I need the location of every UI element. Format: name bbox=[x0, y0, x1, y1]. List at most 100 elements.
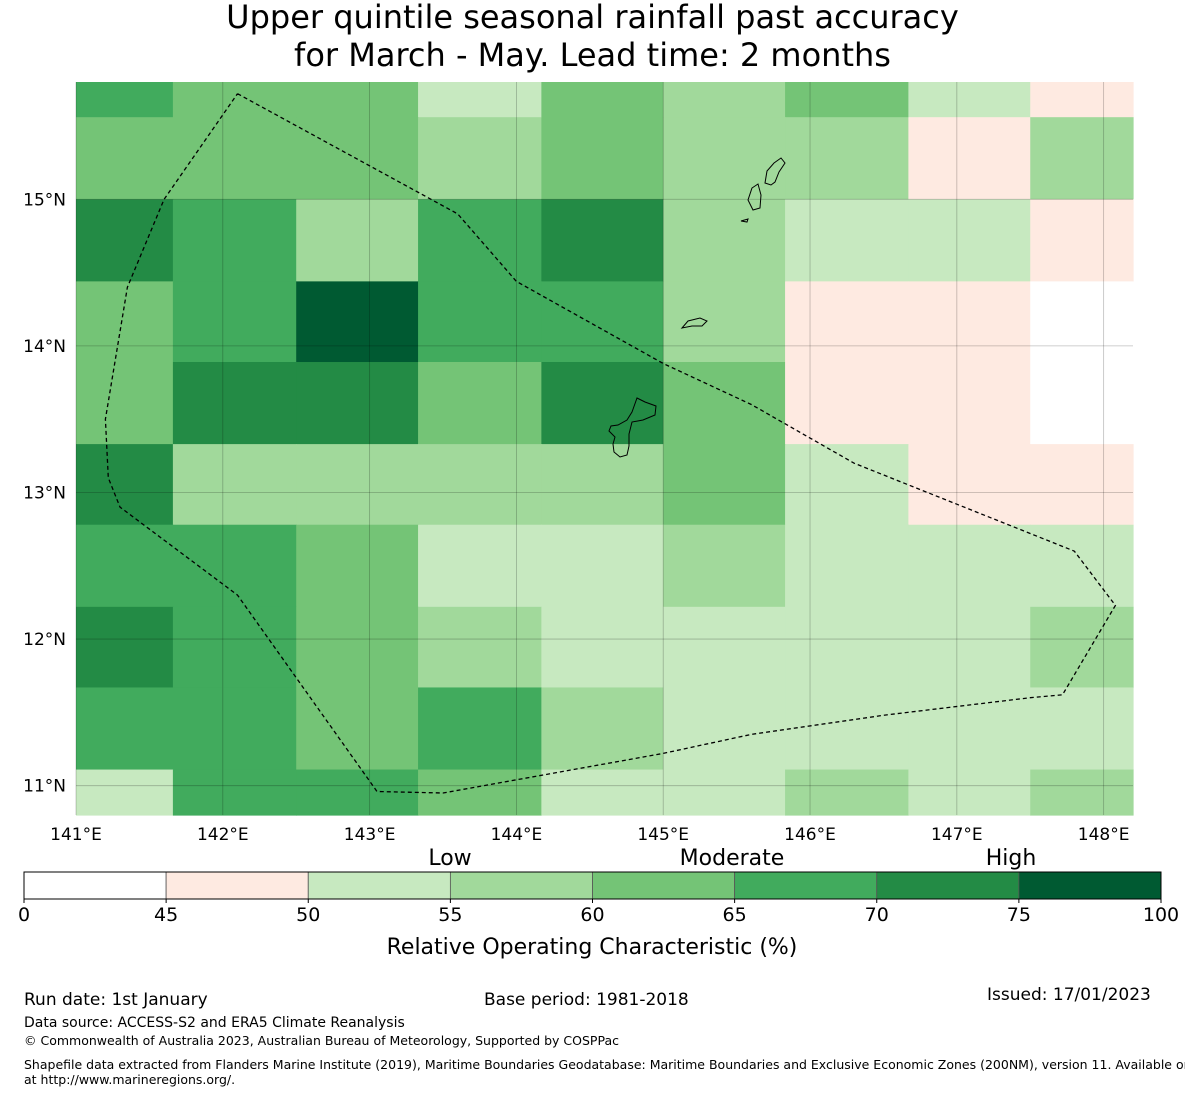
legend-category-low: Low bbox=[428, 846, 471, 871]
grid-cell bbox=[541, 117, 664, 200]
base-period: Base period: 1981-2018 bbox=[484, 990, 689, 1010]
grid-cells bbox=[76, 82, 1134, 816]
y-tick-label: 13°N bbox=[23, 483, 66, 503]
grid-cell bbox=[418, 687, 542, 771]
colorbar-tick-label: 0 bbox=[18, 904, 30, 926]
grid-cell bbox=[172, 687, 297, 771]
grid-cell bbox=[908, 524, 1031, 608]
colorbar-tick-label: 75 bbox=[1007, 904, 1031, 926]
grid-cell bbox=[76, 362, 174, 445]
grid-cell bbox=[1030, 606, 1134, 689]
grid-cell bbox=[1030, 117, 1134, 200]
grid-cell bbox=[296, 524, 419, 608]
grid-cell bbox=[908, 444, 1031, 526]
grid-cell bbox=[908, 281, 1031, 363]
grid-cell bbox=[1030, 82, 1134, 118]
grid-cell bbox=[76, 687, 174, 771]
grid-cell bbox=[541, 606, 664, 689]
data-source: Data source: ACCESS-S2 and ERA5 Climate … bbox=[24, 1015, 405, 1031]
grid-cell bbox=[541, 82, 664, 118]
x-tick-label: 148°E bbox=[1078, 825, 1130, 845]
shapefile-credit-line-2: at http://www.marineregions.org/. bbox=[24, 1072, 236, 1087]
grid-cell bbox=[172, 82, 297, 118]
colorbar-axis-label: Relative Operating Characteristic (%) bbox=[387, 935, 798, 960]
x-tick-label: 146°E bbox=[784, 825, 836, 845]
island-saipan bbox=[747, 183, 762, 211]
copyright: © Commonwealth of Australia 2023, Austra… bbox=[24, 1033, 619, 1048]
grid-cell bbox=[785, 444, 909, 526]
grid-cell bbox=[418, 281, 542, 363]
grid-cell bbox=[172, 524, 297, 608]
colorbar-tick-label: 70 bbox=[865, 904, 889, 926]
x-tick-label: 143°E bbox=[344, 825, 396, 845]
grid-cell bbox=[785, 687, 909, 771]
grid-cell bbox=[76, 524, 174, 608]
grid-cell bbox=[541, 687, 664, 771]
chart-title-line-1: Upper quintile seasonal rainfall past ac… bbox=[226, 0, 959, 36]
colorbar-bin bbox=[307, 871, 451, 900]
colorbar-tick-label: 55 bbox=[438, 904, 462, 926]
colorbar-tick-label: 100 bbox=[1143, 904, 1179, 926]
grid-cell bbox=[663, 281, 786, 363]
island-rota bbox=[680, 317, 708, 329]
x-tick-label: 144°E bbox=[491, 825, 543, 845]
grid-cell bbox=[908, 117, 1031, 200]
grid-cell bbox=[663, 524, 786, 608]
grid-cell bbox=[296, 687, 419, 771]
y-tick-label: 11°N bbox=[23, 777, 66, 797]
colorbar-bin bbox=[592, 871, 736, 900]
grid-cell bbox=[418, 606, 542, 689]
grid-cell bbox=[541, 362, 664, 445]
grid-cell bbox=[1030, 524, 1134, 608]
grid-cell bbox=[1030, 281, 1134, 363]
colorbar-bin bbox=[734, 871, 878, 900]
grid-cell bbox=[418, 524, 542, 608]
grid-cell bbox=[908, 769, 1031, 816]
grid-cell bbox=[418, 82, 542, 118]
grid-cell bbox=[908, 687, 1031, 771]
grid-cell bbox=[1030, 444, 1134, 526]
colorbar-tick-label: 45 bbox=[154, 904, 178, 926]
grid-cell bbox=[1030, 687, 1134, 771]
grid-cell bbox=[663, 117, 786, 200]
grid-cell bbox=[418, 444, 542, 526]
grid-cell bbox=[172, 117, 297, 200]
grid-cell bbox=[172, 606, 297, 689]
grid-cell bbox=[541, 524, 664, 608]
x-tick-label: 145°E bbox=[637, 825, 689, 845]
island-guam bbox=[608, 397, 657, 458]
x-tick-label: 142°E bbox=[197, 825, 249, 845]
grid-cell bbox=[541, 444, 664, 526]
island-saipan-north bbox=[764, 157, 786, 186]
legend-category-moderate: Moderate bbox=[680, 846, 785, 871]
grid-cell bbox=[1030, 199, 1134, 282]
grid-cell bbox=[418, 362, 542, 445]
colorbar-bin bbox=[876, 871, 1020, 900]
grid-cell bbox=[908, 199, 1031, 282]
grid-cell bbox=[296, 281, 419, 363]
map-axis-labels: 141°E 142°E 143°E 144°E 145°E 146°E 147°E 148°E… bbox=[23, 190, 1129, 845]
grid-cell bbox=[172, 444, 297, 526]
grid-cell bbox=[76, 199, 174, 282]
grid-cell bbox=[76, 82, 174, 118]
colorbar-bin bbox=[1018, 871, 1162, 900]
grid-cell bbox=[785, 524, 909, 608]
colorbar-bin bbox=[23, 871, 167, 900]
grid-cell bbox=[76, 444, 174, 526]
colorbar-legend: 0 45 50 55 60 65 70 75 100 Low Moderate High Relativ… bbox=[18, 846, 1179, 960]
grid-cell bbox=[172, 281, 297, 363]
grid-cell bbox=[541, 199, 664, 282]
grid-cell bbox=[785, 117, 909, 200]
grid-cell bbox=[296, 444, 419, 526]
chart-title-line-2: for March - May. Lead time: 2 months bbox=[294, 36, 891, 74]
run-date: Run date: 1st January bbox=[24, 990, 208, 1010]
grid-cell bbox=[172, 362, 297, 445]
grid-cell bbox=[296, 606, 419, 689]
grid-cell bbox=[76, 117, 174, 200]
grid-cell bbox=[785, 362, 909, 445]
grid-cell bbox=[76, 281, 174, 363]
island-tinian bbox=[740, 218, 749, 223]
colorbar-bin bbox=[165, 871, 309, 900]
y-tick-label: 14°N bbox=[23, 337, 66, 357]
